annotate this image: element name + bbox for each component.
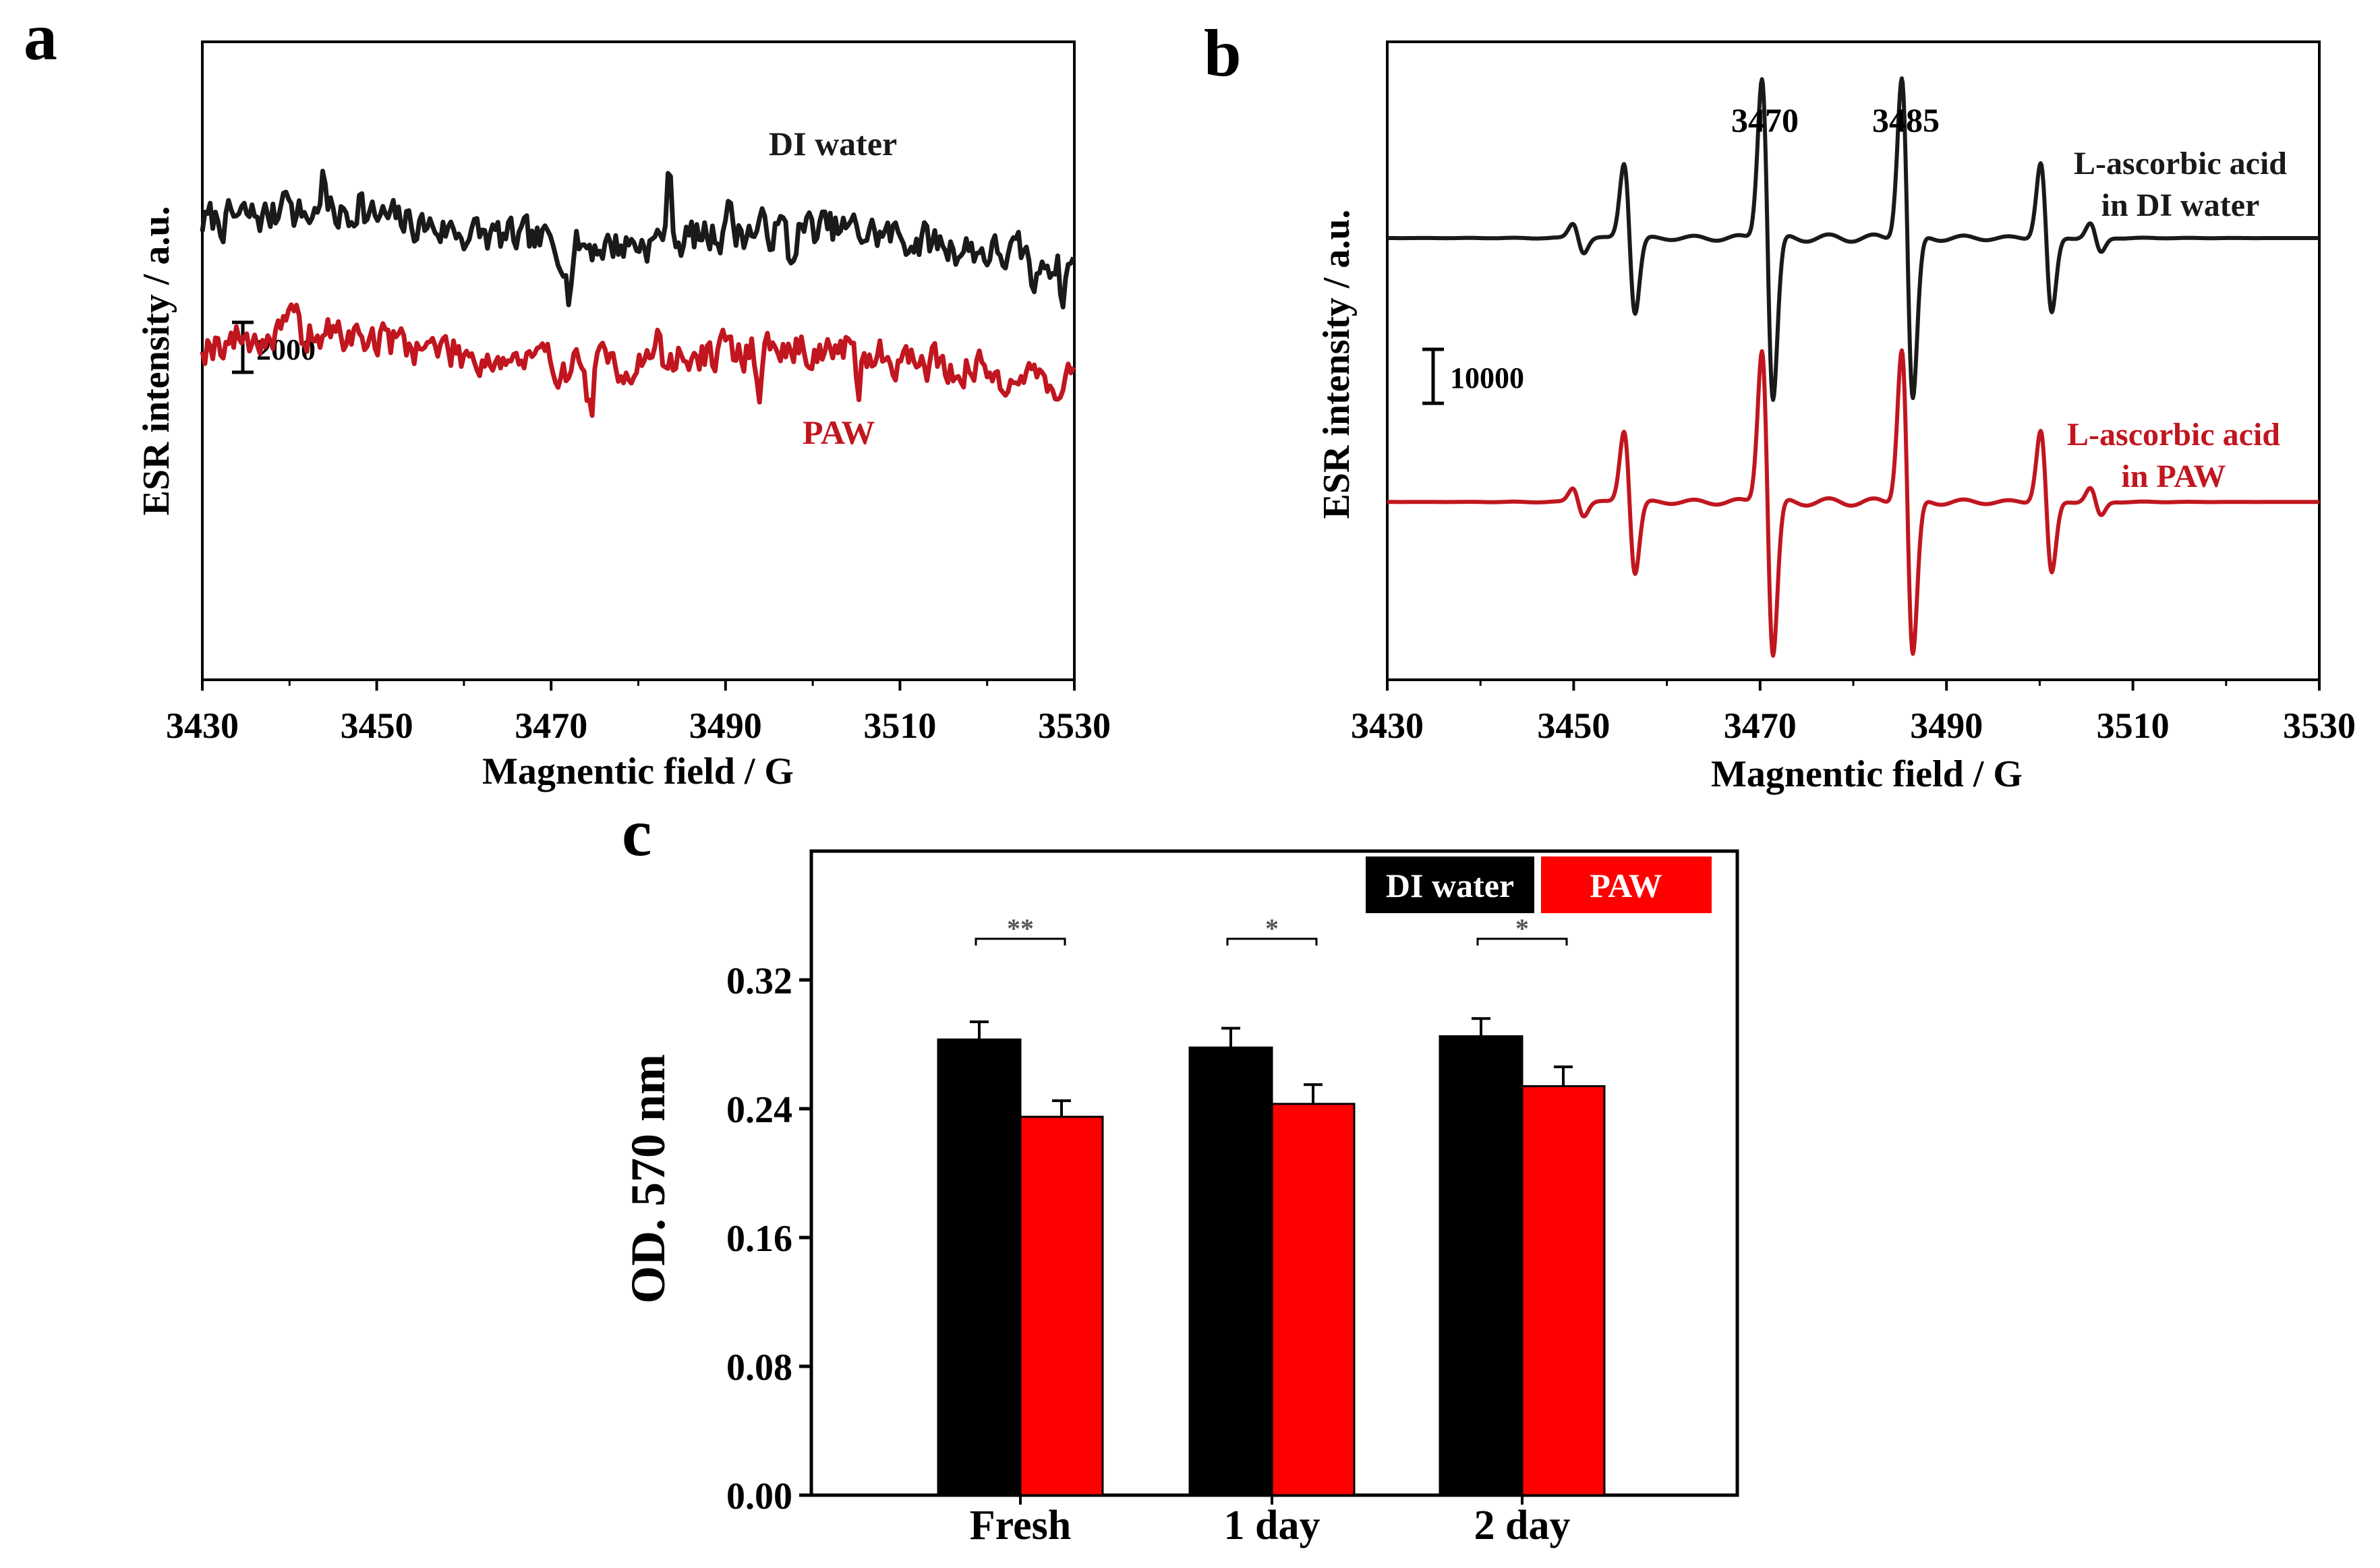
series-annotation-paw: PAW (803, 413, 875, 451)
x-tick-label: 3530 (2283, 705, 2356, 746)
series-line-ascorbic-paw (1386, 348, 2321, 658)
x-axis-tick-labels: 3430 3450 3470 3490 3510 3530 (1351, 705, 2356, 746)
panel-a-esr-chart: a 3430 3450 3470 3490 3510 3530 Magnentic fie… (24, 0, 1111, 792)
series-line-ascorbic-di-water (1386, 76, 2321, 402)
significance-bracket (1476, 937, 1568, 946)
x-tick-label: 3470 (1724, 705, 1797, 746)
x-axis-label: Magnentic field / G (482, 751, 794, 792)
significance-marker: * (1265, 913, 1279, 943)
x-category-label: 1 day (1224, 1503, 1320, 1548)
bar-di-water (1188, 1046, 1273, 1497)
significance-marker: ** (1007, 913, 1034, 943)
x-tick-label: 3470 (515, 705, 587, 746)
x-tick-label: 3430 (1351, 705, 1424, 746)
y-axis-tick-labels: 0.00 0.08 0.16 0.24 0.32 (726, 960, 792, 1517)
x-tick-label: 3450 (1537, 705, 1610, 746)
bars (937, 1035, 1606, 1497)
y-tick-label: 0.00 (726, 1476, 792, 1517)
x-axis-category-labels: Fresh 1 day 2 day (970, 1495, 1571, 1548)
bar-paw (1019, 1115, 1104, 1497)
panel-b-esr-chart: b 3430 3450 3470 3490 3510 3530 Magnentic fie… (1204, 16, 2356, 795)
bar-di-water (937, 1038, 1022, 1497)
legend-label-paw: PAW (1590, 867, 1662, 904)
x-tick-label: 3530 (1038, 705, 1111, 746)
panel-label: c (622, 795, 651, 870)
x-axis-ticks (201, 680, 1076, 691)
series-annotation-paw-line-2: in PAW (2121, 459, 2226, 494)
y-axis-label: ESR intensity / a.u. (136, 206, 177, 516)
x-tick-label: 3490 (1910, 705, 1983, 746)
x-category-label: 2 day (1474, 1503, 1571, 1548)
y-tick-label: 0.32 (726, 960, 792, 1002)
bar-paw (1271, 1103, 1356, 1497)
x-axis-tick-labels: 3430 3450 3470 3490 3510 3530 (166, 705, 1111, 746)
bar-di-water (1439, 1035, 1523, 1497)
x-tick-label: 3430 (166, 705, 239, 746)
x-tick-label: 3450 (341, 705, 413, 746)
series-annotation-di-water-line-1: L-ascorbic acid (2074, 146, 2287, 181)
peak-label-3485: 3485 (1872, 101, 1940, 139)
y-axis-ticks (799, 978, 811, 1497)
series-annotation-di-water: DI water (769, 125, 897, 163)
panel-label: b (1204, 16, 1242, 90)
x-tick-label: 3490 (689, 705, 762, 746)
x-tick-label: 3510 (2097, 705, 2170, 746)
y-tick-label: 0.24 (726, 1089, 792, 1131)
legend-swatch-di-water (1366, 856, 1534, 913)
scale-bar-label: 10000 (1450, 361, 1524, 395)
series-annotation-di-water-line-2: in DI water (2101, 187, 2260, 223)
x-tick-label: 3510 (863, 705, 936, 746)
significance-marker: * (1515, 913, 1529, 943)
peak-label-3470: 3470 (1731, 101, 1799, 139)
significance-bracket (1226, 937, 1318, 946)
legend-label-di-water: DI water (1386, 867, 1514, 904)
scale-bar: 10000 (1422, 347, 1524, 405)
bar-paw (1521, 1085, 1606, 1497)
error-bars (970, 1017, 1573, 1117)
y-axis-label: ESR intensity / a.u. (1316, 210, 1358, 519)
legend-swatch-paw (1541, 856, 1712, 913)
panel-c-bar-chart: c 0.000.080.160.240.32 ** * * Fresh 1 day 2 … (621, 795, 1739, 1548)
y-axis-label: OD. 570 nm (621, 1054, 675, 1304)
series-line-di-water (200, 169, 1076, 310)
y-tick-label: 0.16 (726, 1218, 792, 1260)
significance-bracket (975, 937, 1066, 946)
x-category-label: Fresh (970, 1503, 1071, 1548)
x-axis-ticks (1386, 680, 2321, 691)
series-line-paw (200, 302, 1076, 418)
legend: DI water PAW (1366, 856, 1712, 913)
significance-brackets: ** * * (975, 913, 1568, 946)
panel-label: a (24, 0, 57, 74)
x-axis-label: Magnentic field / G (1711, 753, 2023, 795)
series-annotation-paw-line-1: L-ascorbic acid (2067, 417, 2280, 453)
y-tick-label: 0.08 (726, 1347, 792, 1389)
